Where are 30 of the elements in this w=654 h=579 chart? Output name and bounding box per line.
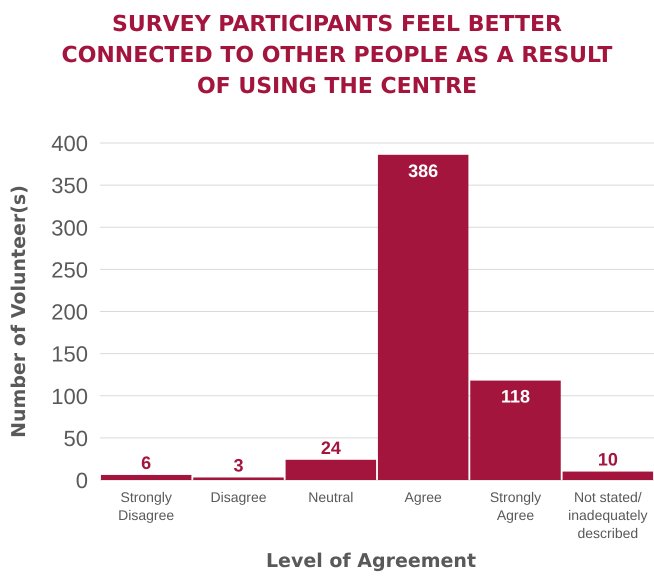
x-tick-label: Strongly Disagree <box>118 489 174 523</box>
data-label: 118 <box>500 386 530 407</box>
bar <box>470 380 561 480</box>
y-tick-label: 50 <box>64 426 88 451</box>
bar <box>286 460 376 480</box>
y-tick-label: 300 <box>51 215 88 240</box>
x-axis-title: Level of Agreement <box>266 550 476 572</box>
y-tick-label: 250 <box>51 257 88 282</box>
chart-title: SURVEY PARTICIPANTS FEEL BETTER CONNECTED TO OTHER PEOPLE AS A RESULT OF USING THE CENTRE <box>62 12 612 99</box>
y-tick-label: 150 <box>51 342 88 367</box>
x-tick-label: Not stated/ inadequately described <box>568 489 648 541</box>
y-axis-title: Number of Volunteer(s) <box>8 185 30 438</box>
x-tick-label: Disagree <box>210 489 267 505</box>
y-tick-label: 100 <box>51 384 88 409</box>
x-tick-label: Neutral <box>308 489 354 505</box>
x-tick-label: Agree <box>404 489 442 505</box>
x-tick-label: Strongly Agree <box>490 489 542 523</box>
data-label: 386 <box>408 160 438 181</box>
y-tick-label: 350 <box>51 173 88 198</box>
y-tick-label: 400 <box>51 131 88 156</box>
bar <box>193 477 284 480</box>
data-label: 10 <box>598 450 618 470</box>
data-label: 24 <box>320 438 341 458</box>
bar <box>100 474 192 480</box>
bar <box>562 472 654 480</box>
y-tick-label: 200 <box>51 300 88 324</box>
data-label: 6 <box>141 452 152 473</box>
bar <box>378 154 468 480</box>
data-label: 3 <box>233 455 244 476</box>
y-tick-label: 0 <box>76 468 88 493</box>
